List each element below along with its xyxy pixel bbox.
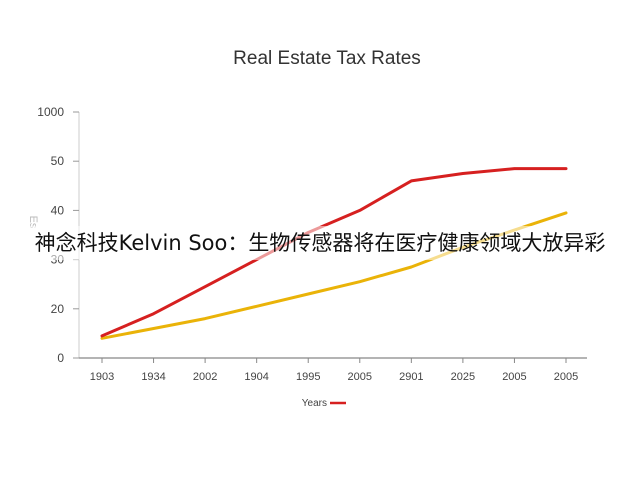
- legend-label: Years: [302, 398, 327, 409]
- x-tick-label: 1995: [296, 371, 320, 383]
- y-tick-label: 40: [51, 203, 65, 217]
- x-tick-label: 1903: [90, 371, 114, 383]
- series-line-0: [100, 167, 568, 338]
- y-tick-label: 0: [57, 351, 64, 365]
- y-tick-label: 50: [51, 154, 65, 168]
- x-tick-label: 2002: [193, 371, 217, 383]
- overlay-caption: 神念科技Kelvin Soo：生物传感器将在医疗健康领域大放异彩: [34, 231, 606, 255]
- x-tick-label: 2025: [451, 371, 475, 383]
- x-tick-label: 2005: [348, 371, 372, 383]
- x-tick-label: 2005: [554, 371, 578, 383]
- x-tick-label: 2901: [399, 371, 423, 383]
- x-axis-ticks: 1903 1934 2002 1904 1995 2005 2901 2025 2005 2005: [90, 358, 578, 383]
- x-tick-label: 2005: [502, 371, 526, 383]
- y-tick-label: 20: [51, 302, 65, 316]
- x-tick-label: 1904: [244, 371, 268, 383]
- chart-title: Real Estate Tax Rates: [233, 48, 421, 69]
- legend: Years: [302, 398, 346, 409]
- x-tick-label: 1934: [141, 371, 165, 383]
- y-axis-label: Es: [27, 216, 39, 229]
- y-tick-label: 1000: [37, 105, 64, 119]
- caption-backdrop: [0, 226, 640, 260]
